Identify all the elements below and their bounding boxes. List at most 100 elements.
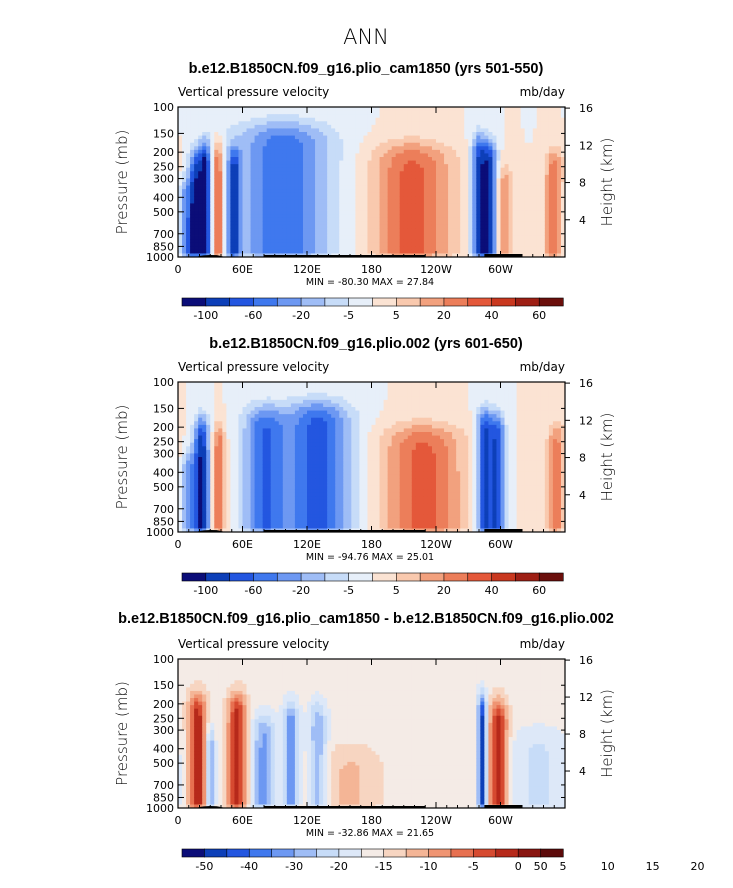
heatmap-cell [298, 249, 304, 254]
heatmap-cell [496, 249, 501, 254]
heatmap-cell [226, 389, 231, 394]
heatmap-cell [218, 428, 223, 433]
panel-top: b.e12.B1850CN.f09_g16.plio_cam1850 (yrs … [113, 61, 616, 322]
heatmap-cell [456, 224, 461, 229]
heatmap-cell [544, 153, 550, 158]
heatmap-cell [230, 442, 235, 447]
heatmap-cell [258, 164, 264, 169]
heatmap-cell [246, 460, 251, 465]
heatmap-cell [367, 139, 372, 144]
heatmap-cell [516, 199, 522, 204]
heatmap-cell [238, 478, 243, 483]
heatmap-cell [367, 217, 372, 222]
heatmap-cell [524, 189, 530, 194]
heatmap-cell [520, 221, 526, 226]
heatmap-cell [403, 174, 409, 179]
heatmap-cell [242, 528, 247, 533]
heatmap-cell [375, 228, 380, 233]
heatmap-cell [468, 221, 473, 226]
heatmap-cell [302, 203, 308, 208]
heatmap-cell [238, 135, 243, 140]
heatmap-cell [492, 210, 497, 215]
heatmap-cell [186, 485, 191, 490]
heatmap-cell [383, 160, 389, 165]
heatmap-cell [198, 482, 203, 486]
heatmap-cell [512, 117, 518, 122]
heatmap-cell [448, 107, 453, 111]
heatmap-cell [198, 228, 203, 233]
heatmap-cell [246, 474, 251, 479]
heatmap-cell [540, 207, 546, 211]
heatmap-cell [544, 164, 550, 169]
heatmap-cell [560, 182, 566, 186]
heatmap-cell [492, 157, 497, 161]
heatmap-cell [278, 242, 284, 247]
heatmap-cell [403, 171, 409, 176]
heatmap-cell [242, 474, 247, 479]
heatmap-cell [194, 217, 199, 222]
heatmap-cell [452, 114, 457, 119]
heatmap-cell [282, 228, 288, 233]
heatmap-cell [319, 149, 324, 154]
heatmap-cell [480, 174, 485, 179]
heatmap-cell [202, 524, 207, 529]
heatmap-cell [202, 157, 207, 161]
heatmap-cell [407, 153, 413, 158]
heatmap-cell [323, 174, 328, 179]
heatmap-cell [262, 160, 268, 165]
heatmap-cell [190, 146, 195, 151]
heatmap-cell [407, 110, 413, 115]
heatmap-cell [298, 107, 304, 111]
heatmap-cell [290, 142, 296, 147]
heatmap-cell [383, 242, 389, 247]
heatmap-cell [351, 139, 356, 144]
heatmap-cell [246, 478, 251, 483]
heatmap-cell [335, 157, 340, 161]
heatmap-cell [178, 192, 183, 197]
heatmap-cell [343, 117, 348, 122]
heatmap-cell [395, 110, 401, 115]
heatmap-cell [347, 235, 352, 240]
heatmap-cell [359, 182, 364, 186]
heatmap-cell [315, 235, 320, 240]
heatmap-cell [210, 132, 215, 136]
heatmap-cell [214, 174, 219, 179]
heatmap-cell [315, 246, 320, 251]
heatmap-cell [262, 178, 268, 183]
heatmap-cell [274, 189, 280, 194]
heatmap-cell [182, 146, 187, 151]
heatmap-cell [504, 185, 509, 190]
heatmap-cell [270, 221, 276, 226]
heatmap-cell [214, 417, 219, 422]
heatmap-cell [202, 492, 207, 497]
heatmap-cell [403, 221, 409, 226]
heatmap-cell [520, 142, 526, 147]
heatmap-cell [536, 107, 542, 111]
heatmap-cell [403, 121, 409, 126]
heatmap-cell [266, 182, 272, 186]
heatmap-cell [363, 232, 368, 236]
heatmap-cell [552, 232, 558, 236]
heatmap-cell [242, 517, 247, 522]
heatmap-cell [363, 110, 368, 115]
heatmap-cell [270, 149, 276, 154]
heatmap-cell [500, 149, 505, 154]
heatmap-cell [323, 139, 328, 144]
heatmap-cell [528, 167, 534, 172]
heatmap-cell [508, 203, 513, 208]
heatmap-cell [270, 210, 276, 215]
heatmap-cell [319, 128, 324, 133]
heatmap-cell [258, 157, 264, 161]
heatmap-cell [222, 410, 227, 415]
heatmap-cell [186, 132, 191, 136]
heatmap-cell [246, 196, 251, 201]
heatmap-cell [504, 214, 509, 219]
heatmap-cell [226, 124, 231, 129]
heatmap-cell [286, 114, 292, 119]
heatmap-cell [335, 132, 340, 136]
heatmap-cell [351, 153, 356, 158]
heatmap-cell [492, 196, 497, 201]
heatmap-cell [436, 242, 441, 247]
heatmap-cell [351, 146, 356, 151]
heatmap-cell [331, 139, 336, 144]
